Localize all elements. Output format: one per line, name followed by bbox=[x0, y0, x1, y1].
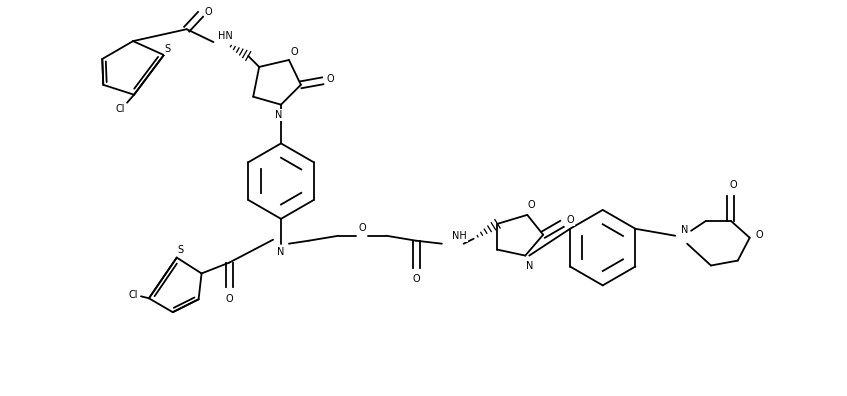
Text: O: O bbox=[291, 47, 298, 57]
Text: O: O bbox=[528, 200, 535, 210]
Text: N: N bbox=[682, 225, 689, 235]
Text: NH: NH bbox=[451, 231, 467, 241]
Text: N: N bbox=[275, 110, 283, 120]
Text: S: S bbox=[165, 44, 171, 54]
Text: O: O bbox=[358, 223, 366, 233]
Text: O: O bbox=[205, 7, 213, 17]
Text: O: O bbox=[225, 294, 233, 304]
Text: Cl: Cl bbox=[115, 104, 125, 114]
Text: N: N bbox=[277, 247, 285, 257]
Text: S: S bbox=[178, 245, 184, 255]
Text: N: N bbox=[526, 261, 533, 270]
Text: O: O bbox=[412, 274, 420, 284]
Text: HN: HN bbox=[219, 31, 233, 41]
Text: O: O bbox=[327, 74, 335, 84]
Text: O: O bbox=[566, 215, 573, 225]
Text: O: O bbox=[730, 180, 738, 190]
Text: Cl: Cl bbox=[128, 290, 138, 300]
Text: O: O bbox=[756, 230, 763, 240]
